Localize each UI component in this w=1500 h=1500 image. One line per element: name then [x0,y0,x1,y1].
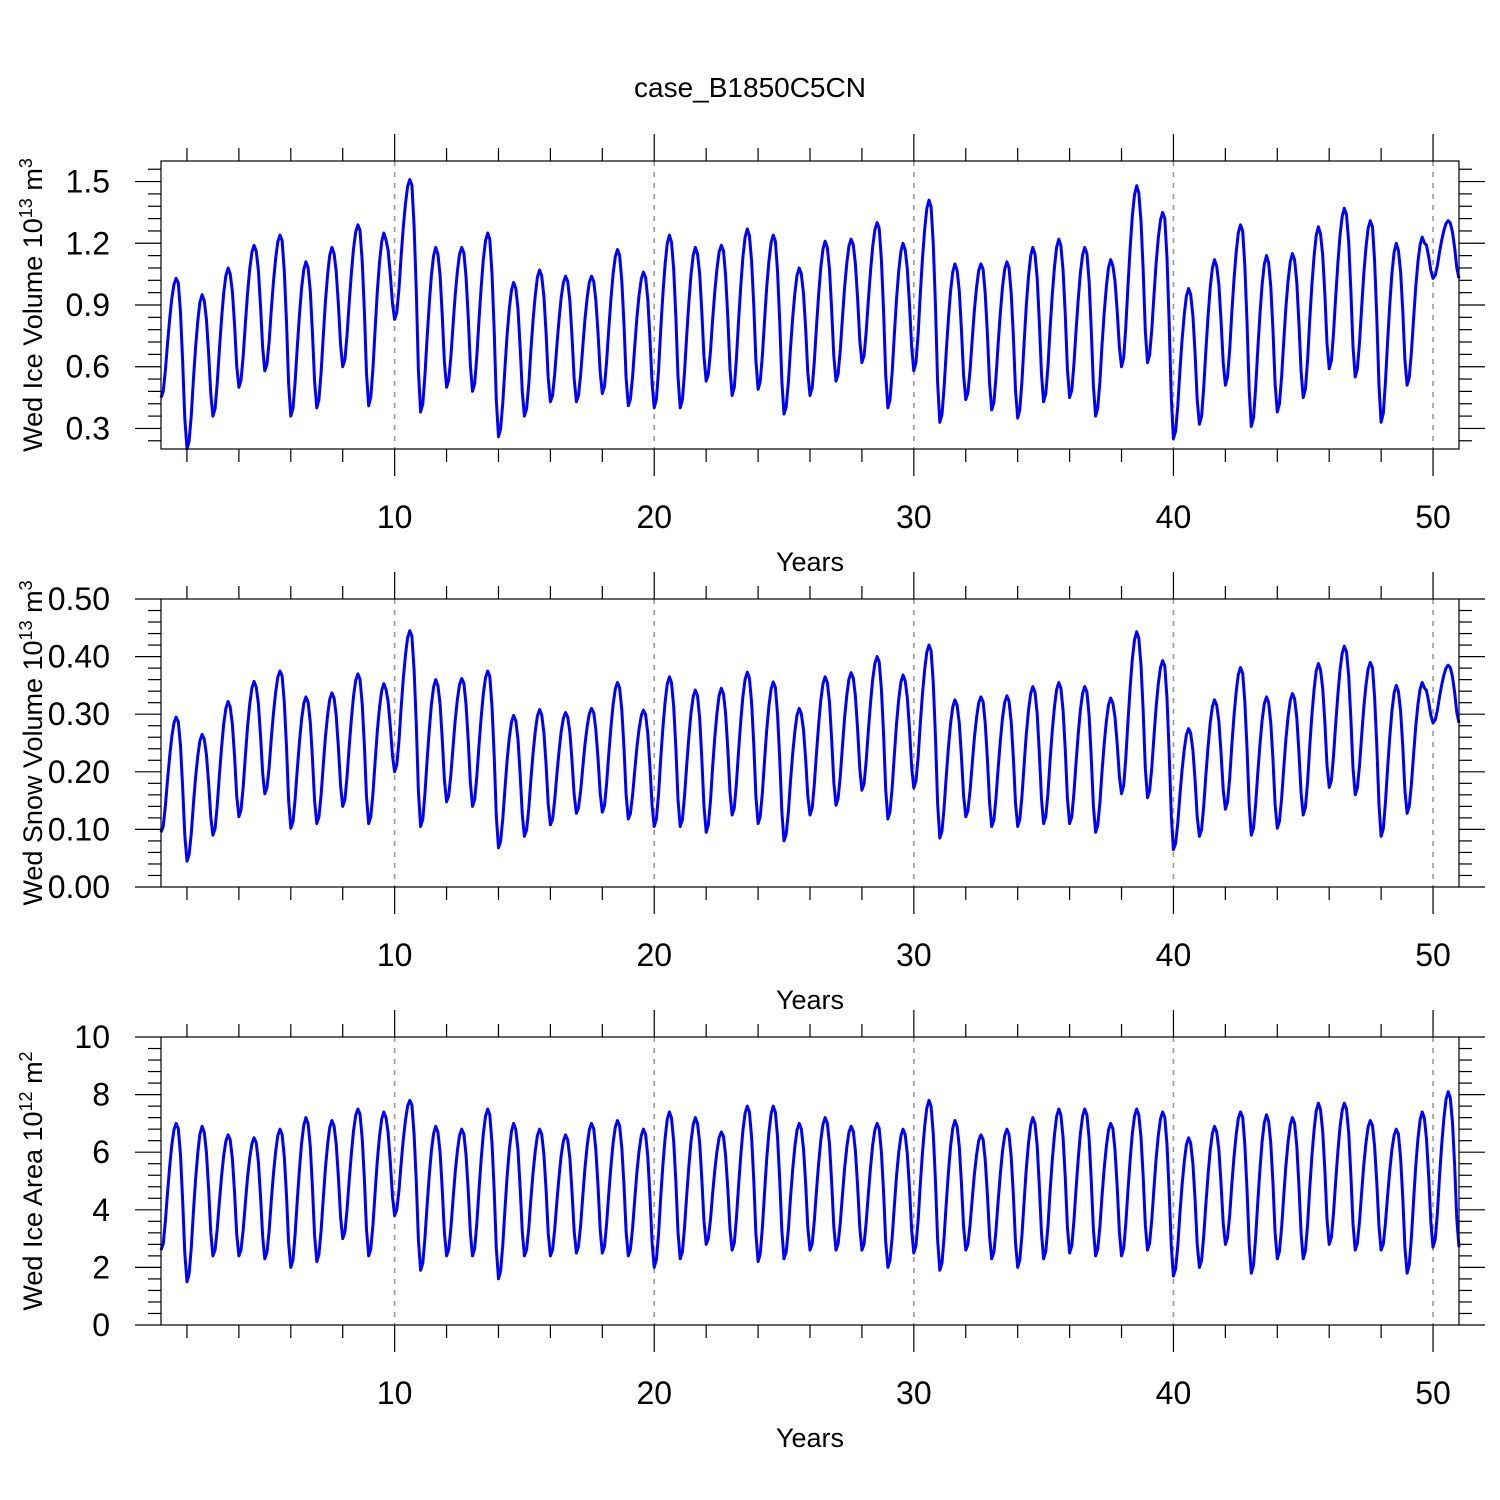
y-axis-label: Wed Ice Volume 1013 m3 [16,158,48,452]
panel-2: 10 20 30 40 50 0.00 0.10 0.20 0.30 0.40 0.50 Years W… [16,572,1485,1015]
y-axis-label-part: m [18,590,48,620]
y-axis-label-superscript: 3 [16,158,36,168]
y-axis-label-part: Wed Ice Area 10 [18,1111,48,1310]
x-tick-label: 20 [636,499,672,535]
y-tick-label: 2 [92,1249,110,1285]
x-tick-label: 50 [1415,937,1451,973]
y-tick-label: 1.2 [66,225,110,261]
y-tick-label: 0.3 [66,410,110,446]
x-tick-label: 10 [377,1375,413,1411]
y-tick-label: 0 [92,1307,110,1343]
y-tick-label: 4 [92,1192,110,1228]
x-axis-label: Years [776,1423,844,1453]
x-tick-label: 40 [1156,1375,1192,1411]
y-axis-label-superscript: 13 [16,198,36,218]
y-tick-label: 0.40 [48,639,110,675]
x-tick-label: 10 [377,937,413,973]
y-axis-label-part: Wed Ice Volume 10 [18,218,48,452]
x-tick-label: 20 [636,1375,672,1411]
y-axis-label: Wed Snow Volume 1013 m3 [16,580,48,905]
y-tick-label: 0.50 [48,581,110,617]
panel-1: 10 20 30 40 50 0.3 0.6 0.9 1.2 1.5 Years Wed Ice Vo… [16,134,1485,577]
y-tick-label: 10 [74,1019,110,1055]
y-tick-label: 0.10 [48,811,110,847]
y-axis-label-superscript: 12 [16,1091,36,1111]
x-tick-label: 40 [1156,499,1192,535]
x-tick-label: 20 [636,937,672,973]
y-tick-label: 0.20 [48,754,110,790]
x-tick-label: 50 [1415,499,1451,535]
y-axis-label-part: Wed Snow Volume 10 [18,640,48,905]
plot-frame [160,598,1460,888]
series-line [159,1090,1461,1284]
y-tick-label: 0.30 [48,696,110,732]
y-tick-label: 0.6 [66,349,110,385]
y-axis-label-part: m [18,1061,48,1091]
y-axis-label-superscript: 2 [16,1051,36,1061]
x-tick-label: 40 [1156,937,1192,973]
panel-3: 10 20 30 40 50 0 2 4 6 8 10 Years Wed Ice Area 1012 … [16,1010,1485,1453]
plot-frame [160,1036,1460,1326]
x-tick-label: 30 [896,499,932,535]
x-tick-label: 10 [377,499,413,535]
y-axis-label-superscript: 13 [16,620,36,640]
x-axis-label: Years [776,985,844,1015]
x-tick-label: 30 [896,937,932,973]
y-tick-label: 6 [92,1134,110,1170]
x-axis-label: Years [776,547,844,577]
y-tick-label: 8 [92,1077,110,1113]
x-tick-label: 50 [1415,1375,1451,1411]
y-axis-label: Wed Ice Area 1012 m2 [16,1051,48,1310]
x-tick-label: 30 [896,1375,932,1411]
y-axis-label-part: m [18,168,48,198]
plot-frame [160,160,1460,450]
figure-title: case_B1850C5CN [634,72,866,103]
y-tick-label: 0.9 [66,287,110,323]
y-tick-label: 1.5 [66,164,110,200]
y-axis-label-superscript: 3 [16,580,36,590]
series-line [159,178,1461,451]
series-line [159,629,1461,863]
y-tick-label: 0.00 [48,869,110,905]
